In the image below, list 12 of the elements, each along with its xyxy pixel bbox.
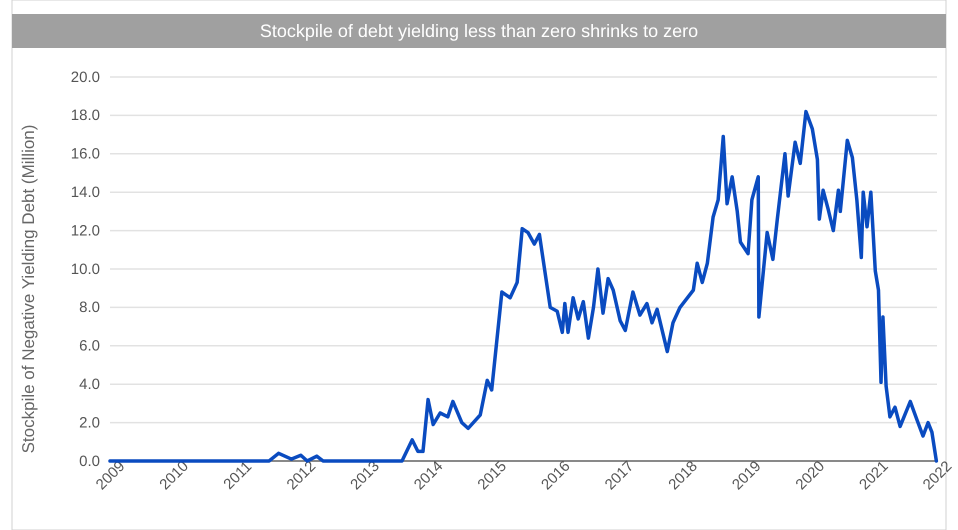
y-tick-label: 8.0 [79, 299, 100, 316]
y-tick-label: 14.0 [70, 184, 100, 201]
y-tick-label: 10.0 [70, 260, 100, 278]
chart-title: Stockpile of debt yielding less than zero shrinks to zero [260, 21, 698, 41]
y-axis-title: Stockpile of Negative Yielding Debt (Million) [19, 124, 38, 454]
y-tick-label: 12.0 [70, 222, 100, 240]
y-tick-label: 20.0 [70, 68, 100, 86]
y-tick-label: 2.0 [79, 414, 100, 432]
y-tick-label: 6.0 [79, 338, 100, 355]
y-tick-label: 18.0 [70, 107, 100, 124]
y-tick-label: 16.0 [70, 146, 100, 163]
y-tick-label: 4.0 [79, 376, 100, 393]
